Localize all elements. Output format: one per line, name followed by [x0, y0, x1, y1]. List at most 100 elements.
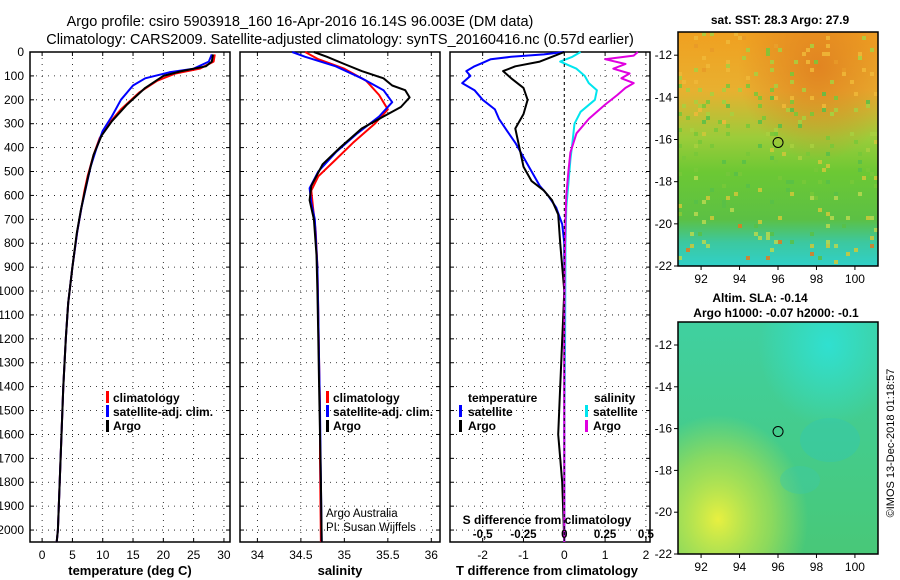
sst-pixel [814, 168, 818, 172]
depth-tick-label: 100 [4, 69, 24, 83]
sst-pixel [870, 72, 874, 76]
sst-pixel [694, 36, 698, 40]
sst-pixel [682, 104, 686, 108]
sst-pixel [826, 240, 830, 244]
sst-pixel [694, 168, 698, 172]
depth-tick-label: 1500 [0, 404, 24, 418]
sst-pixel [818, 160, 822, 164]
sst-pixel [742, 160, 746, 164]
map-y-tick-label: -20 [655, 217, 673, 231]
sst-pixel [850, 180, 854, 184]
sla-map-panel: Altim. SLA: -0.14 Argo h1000: -0.07 h200… [655, 291, 879, 574]
sst-pixel [678, 72, 682, 76]
sst-pixel [682, 80, 686, 84]
sst-pixel [678, 144, 682, 148]
x2-tick-label: 0.25 [594, 529, 617, 541]
map-y-tick-label: -14 [655, 90, 673, 104]
series-line-s-argo [563, 51, 639, 542]
sst-pixel [722, 120, 726, 124]
sst-pixel [834, 108, 838, 112]
sst-pixel [830, 216, 834, 220]
sst-pixel [774, 132, 778, 136]
difference-legend-salinity: salinity satellite Argo [585, 391, 638, 433]
sst-pixel [790, 108, 794, 112]
difference-frame [449, 51, 651, 543]
difference-xlabel: T difference from climatology [456, 563, 639, 578]
sst-pixel [690, 232, 694, 236]
sst-pixel [698, 232, 702, 236]
sst-pixel [822, 104, 826, 108]
sst-pixel [870, 244, 874, 248]
sst-pixel [866, 100, 870, 104]
sst-pixel [758, 120, 762, 124]
sst-pixel [746, 124, 750, 128]
x-tick-label: -2 [477, 548, 488, 562]
sst-pixel [770, 248, 774, 252]
annotation-argo-australia: Argo Australia [326, 508, 398, 520]
sst-pixel [786, 188, 790, 192]
sst-pixel [842, 224, 846, 228]
x-tick-label: 0 [561, 548, 568, 562]
sst-pixel [786, 108, 790, 112]
sst-pixel [866, 104, 870, 108]
map-x-tick-label: 96 [771, 272, 785, 286]
x-tick-label: 10 [96, 548, 110, 562]
sst-pixel [810, 144, 814, 148]
sst-pixel [742, 56, 746, 60]
map-y-tick-label: -22 [655, 547, 673, 561]
sst-pixel [810, 44, 814, 48]
salinity-panel: 34 34.5 35 35.5 36 salinity climatology sate… [239, 51, 441, 578]
sst-pixel [726, 40, 730, 44]
map-y-tick-label: -22 [655, 259, 673, 273]
sst-pixel [782, 152, 786, 156]
sst-pixel [790, 72, 794, 76]
sst-pixel [702, 56, 706, 60]
sst-pixel [726, 84, 730, 88]
sst-pixel [810, 112, 814, 116]
legend-climatology: climatology [113, 391, 180, 405]
sst-pixel [842, 72, 846, 76]
sst-pixel [738, 172, 742, 176]
header-line-1: Argo profile: csiro 5903918_160 16-Apr-2… [67, 14, 534, 30]
sst-pixel [758, 220, 762, 224]
difference-panel: -2 -1 0 1 2 -0,5 -0.25 0 0.25 0,5 S difference f… [449, 51, 655, 578]
depth-tick-label: 700 [4, 212, 24, 226]
sst-pixel [702, 240, 706, 244]
sst-pixel [790, 100, 794, 104]
sst-pixel [858, 52, 862, 56]
sst-pixel [710, 48, 714, 52]
x-tick-label: -1 [518, 548, 529, 562]
sst-pixel [758, 236, 762, 240]
map-y-tick-label: -16 [655, 133, 673, 147]
sst-pixel [694, 212, 698, 216]
sst-pixel [790, 180, 794, 184]
sst-pixel [770, 132, 774, 136]
sst-pixel [774, 160, 778, 164]
sst-pixel [858, 152, 862, 156]
sst-pixel [766, 48, 770, 52]
sst-pixel [814, 196, 818, 200]
sst-pixel [702, 32, 706, 36]
sst-pixel [874, 92, 878, 96]
sst-pixel [858, 160, 862, 164]
legend-swatch-climatology [106, 391, 109, 403]
legend-argo: Argo [333, 419, 361, 433]
sst-pixel [822, 92, 826, 96]
x2-tick-label: -0.25 [510, 529, 537, 541]
sst-pixel [722, 160, 726, 164]
sst-pixel [694, 112, 698, 116]
sst-pixel [846, 216, 850, 220]
sst-pixel [742, 36, 746, 40]
sla-map-title-2: Argo h1000: -0.07 h2000: -0.1 [693, 306, 859, 320]
temperature-xlabel: temperature (deg C) [68, 563, 192, 578]
legend-argo: Argo [113, 419, 141, 433]
legend-swatch-t-satellite [459, 405, 462, 417]
sst-pixel [746, 256, 750, 260]
depth-tick-label: 1900 [0, 499, 24, 513]
sst-pixel [770, 200, 774, 204]
sst-pixel [842, 68, 846, 72]
sst-pixel [734, 172, 738, 176]
depth-tick-label: 200 [4, 93, 24, 107]
sst-pixel [694, 152, 698, 156]
sst-pixel [770, 232, 774, 236]
